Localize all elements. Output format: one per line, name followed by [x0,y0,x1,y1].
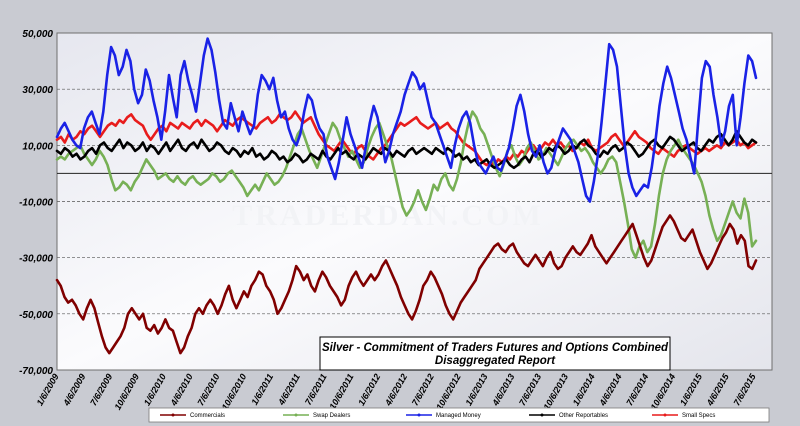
series-line-managed-money [55,37,758,203]
y-tick-label: -70,000 [19,366,53,377]
chart-title-line-2: Disaggregated Report [435,355,556,367]
series-lines [55,37,758,355]
chart-title-line-1: Silver - Commitment of Traders Futures a… [322,342,669,354]
legend-marker [171,413,175,417]
legend: Commercials Swap Dealers Managed Money Othe… [148,407,770,423]
legend-marker [540,413,544,417]
watermark: TRADERDAN.COM [232,199,544,232]
series-line-commercials [55,214,758,355]
series-line-other-reportables [55,130,758,170]
chart-title-box: Silver - Commitment of Traders Futures a… [319,336,671,371]
y-tick-label: 50,000 [22,29,53,40]
legend-marker [294,413,298,417]
legend-label: Swap Dealers [313,413,350,419]
legend-marker [663,413,667,417]
y-tick-label: -30,000 [19,254,53,265]
legend-label: Other Reportables [559,413,608,419]
legend-label: Managed Money [436,413,481,419]
series-line-small-specs [55,110,758,167]
legend-marker [417,413,421,417]
y-tick-label: -10,000 [19,198,53,209]
legend-label: Small Specs [682,413,715,419]
y-tick-labels: 50,000 30,000 10,000 -10,000 -30,000 -50,000 -… [19,29,53,377]
y-tick-label: 10,000 [22,141,53,152]
y-tick-label: -50,000 [19,310,53,321]
legend-label: Commercials [190,413,225,419]
y-tick-label: 30,000 [22,85,53,96]
